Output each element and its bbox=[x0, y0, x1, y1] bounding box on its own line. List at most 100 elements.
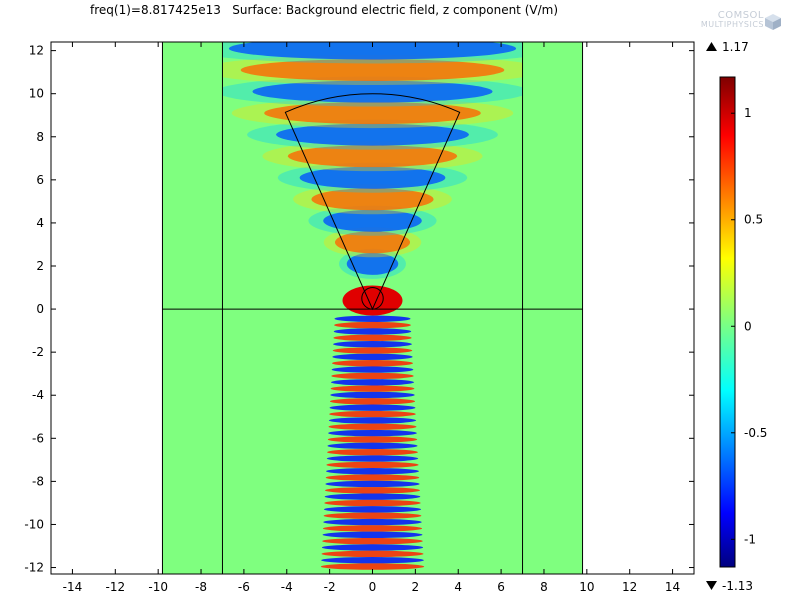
field-band bbox=[329, 404, 416, 411]
field-band bbox=[327, 436, 418, 443]
field-source bbox=[342, 285, 403, 316]
field-band bbox=[320, 563, 425, 570]
field-band bbox=[326, 461, 419, 469]
field-band bbox=[324, 499, 421, 507]
y-tick-label: -12 bbox=[24, 561, 44, 575]
x-tick-label: 6 bbox=[497, 580, 505, 594]
field-band bbox=[228, 42, 517, 60]
field-band bbox=[333, 334, 412, 342]
field-band bbox=[334, 231, 411, 254]
field-band bbox=[332, 353, 413, 361]
field-band-halo bbox=[222, 55, 523, 85]
colorbar-ticks: 1 0.5 0 -0.5 -1 bbox=[731, 106, 767, 546]
x-tick-label: 4 bbox=[454, 580, 462, 594]
field-band-halo bbox=[170, 12, 574, 42]
field-band bbox=[329, 410, 416, 418]
field-band bbox=[323, 209, 422, 232]
colorbar-tick-label: 0.5 bbox=[744, 213, 763, 227]
field-band bbox=[326, 468, 419, 475]
y-tick-label: -2 bbox=[32, 345, 44, 359]
colorbar-tick-label: -0.5 bbox=[744, 426, 767, 440]
y-tick-label: 2 bbox=[36, 259, 44, 273]
field-band bbox=[334, 315, 411, 322]
x-tick-label: -8 bbox=[195, 580, 207, 594]
colorbar-tick-label: 1 bbox=[744, 106, 752, 120]
field-band bbox=[324, 493, 421, 500]
field-band bbox=[311, 188, 434, 211]
field-band bbox=[330, 385, 415, 392]
x-tick-label: 12 bbox=[622, 580, 637, 594]
geometry-edges bbox=[161, 42, 584, 574]
y-tick-label: -8 bbox=[32, 474, 44, 488]
field-band bbox=[328, 417, 417, 424]
field-surface bbox=[170, 12, 574, 570]
field-band-halo bbox=[277, 162, 468, 193]
x-tick-label: 14 bbox=[665, 580, 680, 594]
sector-outline bbox=[284, 93, 461, 311]
y-tick-label: 6 bbox=[36, 173, 44, 187]
x-tick-label: -14 bbox=[63, 580, 83, 594]
x-axis: -14 -12 -10 -8 -6 -4 -2 0 2 4 6 8 10 12 14 bbox=[63, 42, 680, 594]
field-band bbox=[325, 474, 420, 481]
plot-title: freq(1)=8.817425e13 Surface: Background … bbox=[90, 3, 558, 17]
field-band bbox=[334, 321, 411, 329]
field-band bbox=[332, 347, 413, 354]
field-band bbox=[322, 537, 423, 545]
field-band bbox=[331, 372, 414, 380]
field-band bbox=[327, 442, 418, 450]
field-band bbox=[325, 480, 420, 488]
field-band bbox=[240, 59, 505, 81]
field-band bbox=[333, 328, 412, 335]
field-band-halo bbox=[308, 205, 437, 236]
field-band bbox=[333, 340, 412, 348]
field-band bbox=[324, 506, 421, 513]
colorbar-tick-label: -1 bbox=[744, 532, 756, 546]
comsol-logo: COMSOL MULTIPHYSICS bbox=[668, 11, 784, 35]
x-tick-label: -4 bbox=[281, 580, 293, 594]
field-band bbox=[332, 360, 413, 367]
max-arrow-icon bbox=[706, 42, 717, 51]
field-band bbox=[323, 512, 422, 519]
field-band-halo bbox=[222, 42, 523, 64]
x-tick-label: 2 bbox=[412, 580, 420, 594]
x-tick-label: -6 bbox=[238, 580, 250, 594]
x-tick-label: 8 bbox=[540, 580, 548, 594]
field-band bbox=[325, 487, 420, 494]
y-tick-label: -4 bbox=[32, 388, 44, 402]
field-band bbox=[331, 379, 414, 386]
field-band bbox=[276, 123, 469, 146]
colorbar-min-label: -1.13 bbox=[722, 579, 753, 593]
field-band bbox=[327, 449, 418, 456]
logo-line-2: MULTIPHYSICS bbox=[700, 20, 764, 29]
y-tick-label: -6 bbox=[32, 431, 44, 445]
y-tick-label: 10 bbox=[29, 87, 44, 101]
field-band bbox=[329, 398, 416, 405]
colorbar-tick-label: 0 bbox=[744, 319, 752, 333]
field-band bbox=[326, 455, 419, 462]
field-band bbox=[323, 518, 422, 526]
field-band bbox=[252, 80, 493, 103]
field-band bbox=[331, 366, 414, 373]
x-tick-label: -10 bbox=[148, 580, 168, 594]
field-band bbox=[328, 423, 417, 430]
field-band bbox=[287, 145, 458, 168]
x-tick-label: 0 bbox=[369, 580, 377, 594]
field-band bbox=[322, 525, 423, 532]
x-tick-label: 10 bbox=[579, 580, 594, 594]
y-tick-label: 4 bbox=[36, 216, 44, 230]
field-band bbox=[264, 102, 481, 125]
y-tick-label: 0 bbox=[36, 302, 44, 316]
field-band bbox=[217, 16, 528, 38]
colorbar-max-label: 1.17 bbox=[722, 40, 749, 54]
field-band-halo bbox=[262, 141, 483, 172]
field-band bbox=[321, 557, 424, 564]
y-tick-label: -10 bbox=[24, 517, 44, 531]
logo-line-1: COMSOL bbox=[717, 10, 764, 21]
field-band bbox=[328, 429, 417, 437]
y-tick-label: 8 bbox=[36, 130, 44, 144]
field-band-halo bbox=[247, 119, 498, 150]
x-tick-label: -2 bbox=[324, 580, 336, 594]
colorbar bbox=[719, 76, 736, 568]
field-band bbox=[330, 391, 415, 399]
